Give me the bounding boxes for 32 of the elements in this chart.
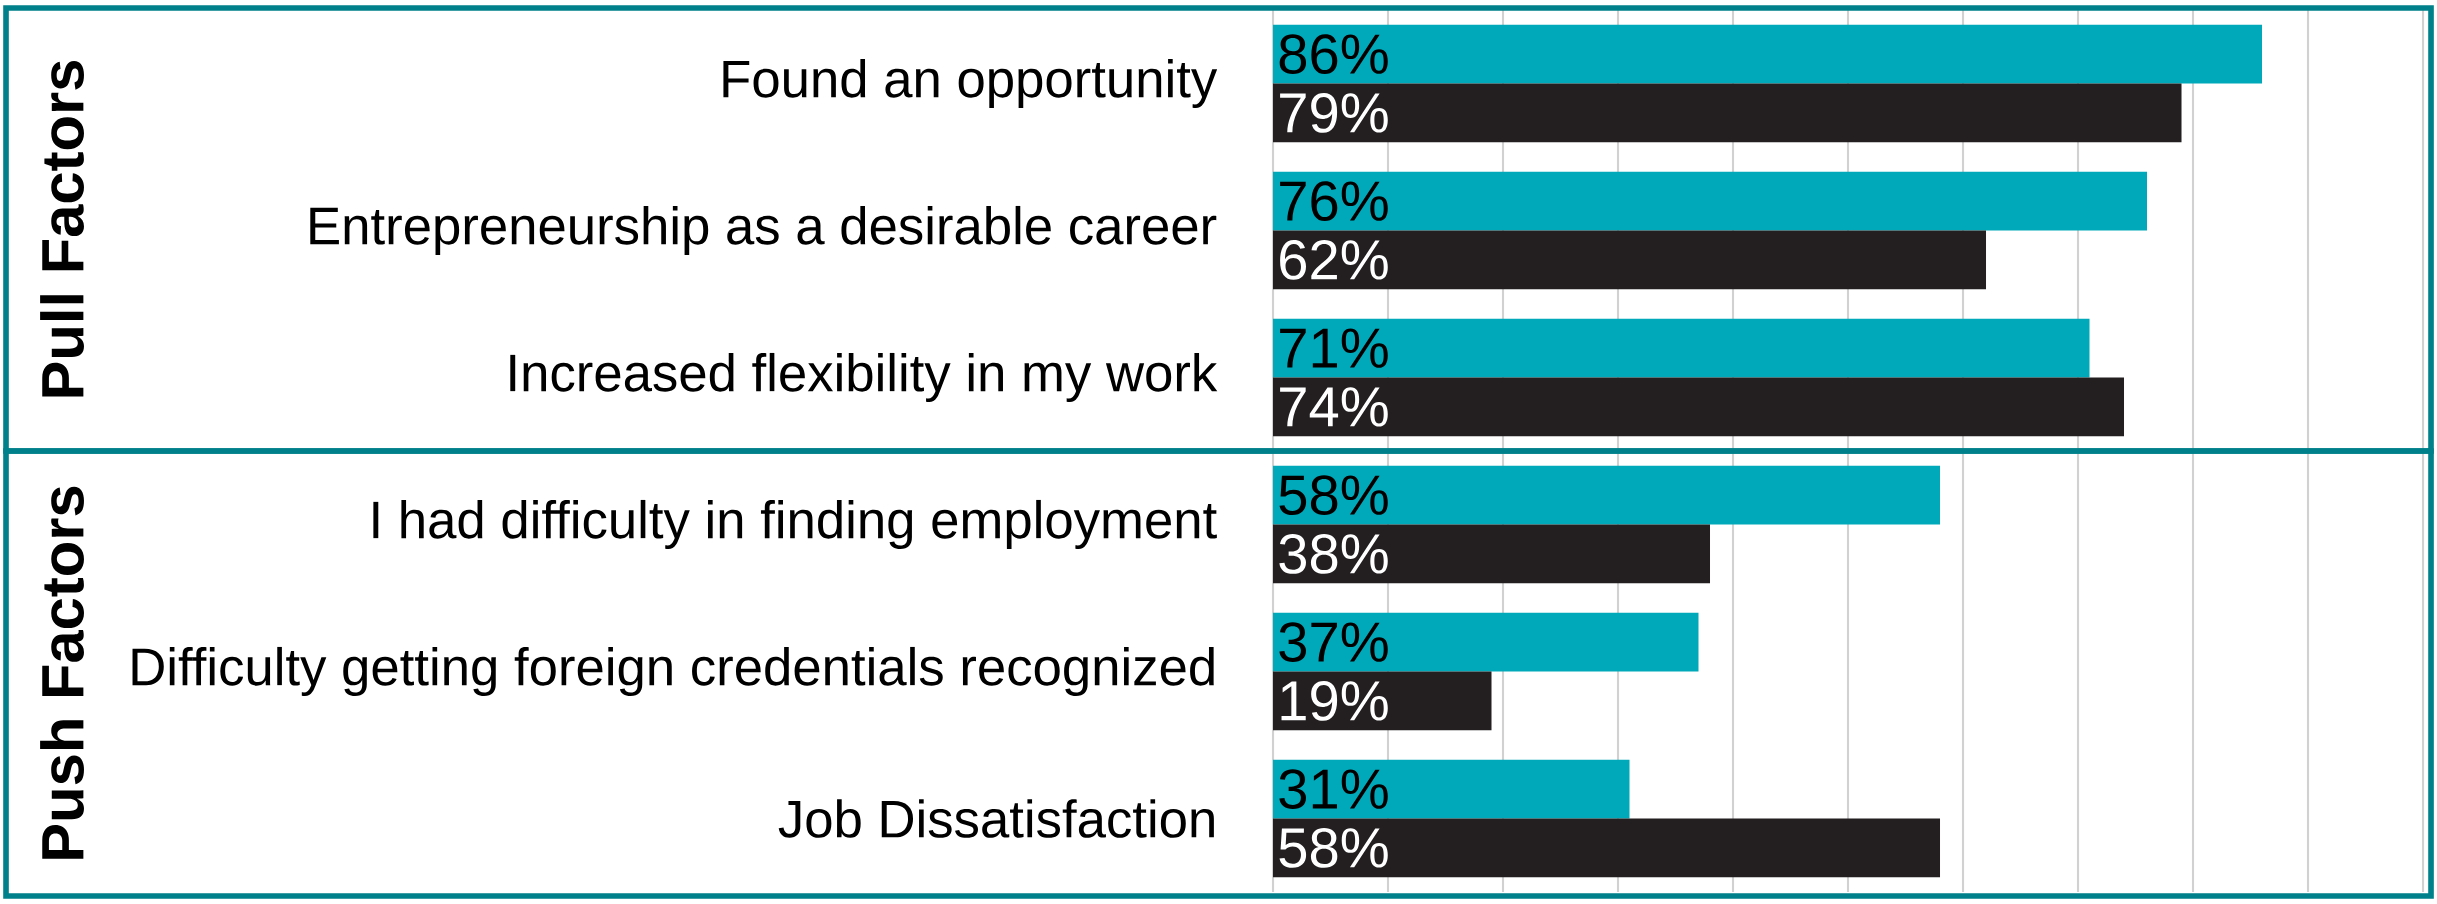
data-label: 37% <box>1279 622 1388 663</box>
bar <box>1273 671 1492 731</box>
text: Pull Factors <box>40 61 84 397</box>
bar <box>1273 24 2262 84</box>
data-label: 71% <box>1280 328 1388 368</box>
bar <box>1273 759 1630 819</box>
y-tick-label: Increased flexibility in my work <box>510 352 1218 403</box>
bar <box>1273 612 1699 672</box>
data-label: 74% <box>1280 387 1388 427</box>
data-label: 19% <box>1281 681 1388 721</box>
y-tick-label: Difficulty getting foreign credentials recognized <box>132 646 1214 697</box>
data-label: 86% <box>1279 34 1388 75</box>
data-label: 31% <box>1279 769 1388 810</box>
bar <box>1273 465 1941 525</box>
y-tick-label: I had difficulty in finding employment <box>373 499 1217 550</box>
bar <box>1273 524 1711 584</box>
bar <box>1273 818 1941 878</box>
text: Push Factors <box>40 486 84 859</box>
data-label: 58% <box>1279 475 1388 516</box>
bar <box>1273 318 2090 378</box>
data-label: 62% <box>1280 240 1388 280</box>
y-tick-label: Found an opportunity <box>723 58 1218 109</box>
y-tick-label: Entrepreneurship as a desirable career <box>310 205 1217 256</box>
bar <box>1273 230 1987 290</box>
data-label: 38% <box>1279 534 1388 574</box>
data-label: 76% <box>1280 181 1388 222</box>
bar <box>1273 377 2125 437</box>
y-tick-label: Job Dissatisfaction <box>778 799 1214 838</box>
bar <box>1273 83 2182 143</box>
bar <box>1273 171 2148 231</box>
data-label: 58% <box>1279 828 1388 868</box>
data-label: 79% <box>1280 93 1388 133</box>
